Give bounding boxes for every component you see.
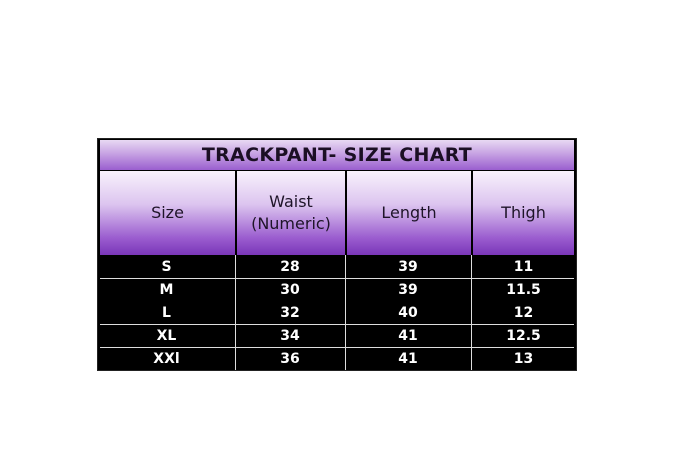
table-cell: S <box>161 259 172 275</box>
row-divider <box>100 278 574 279</box>
column-divider <box>345 255 346 370</box>
table-row: XL 34 41 12.5 <box>98 324 576 347</box>
table-row: XXl 36 41 13 <box>98 347 576 370</box>
table-cell: M <box>159 282 174 298</box>
table-cell: 30 <box>280 282 300 298</box>
table-cell: 12.5 <box>506 328 541 344</box>
header-length: Length <box>347 171 471 255</box>
table-cell: XL <box>156 328 177 344</box>
table-cell: 39 <box>398 259 418 275</box>
table-cell: 11.5 <box>506 282 541 298</box>
table-cell: 40 <box>398 305 418 321</box>
table-cell: 28 <box>280 259 300 275</box>
table-title: TRACKPANT- SIZE CHART <box>100 140 574 170</box>
table-cell: 12 <box>513 305 534 321</box>
column-divider <box>471 255 472 370</box>
row-divider <box>100 324 574 325</box>
table-cell: L <box>162 305 171 321</box>
table-cell: 13 <box>513 351 534 367</box>
column-divider <box>235 255 236 370</box>
row-divider <box>100 347 574 348</box>
table-cell: 11 <box>513 259 534 275</box>
size-chart-table: TRACKPANT- SIZE CHART Size Waist (Numeri… <box>97 138 577 371</box>
table-cell: 34 <box>280 328 300 344</box>
table-row: S 28 39 11 <box>98 255 576 278</box>
table-row: L 32 40 12 <box>98 301 576 324</box>
table-row: M 30 39 11.5 <box>98 278 576 301</box>
table-cell: 41 <box>398 328 418 344</box>
header-size: Size <box>100 171 235 255</box>
table-cell: 41 <box>398 351 418 367</box>
table-cell: 39 <box>398 282 418 298</box>
header-thigh: Thigh <box>473 171 574 255</box>
table-cell: 32 <box>280 305 300 321</box>
table-cell: 36 <box>280 351 300 367</box>
table-cell: XXl <box>153 351 180 367</box>
header-waist: Waist (Numeric) <box>237 171 345 255</box>
